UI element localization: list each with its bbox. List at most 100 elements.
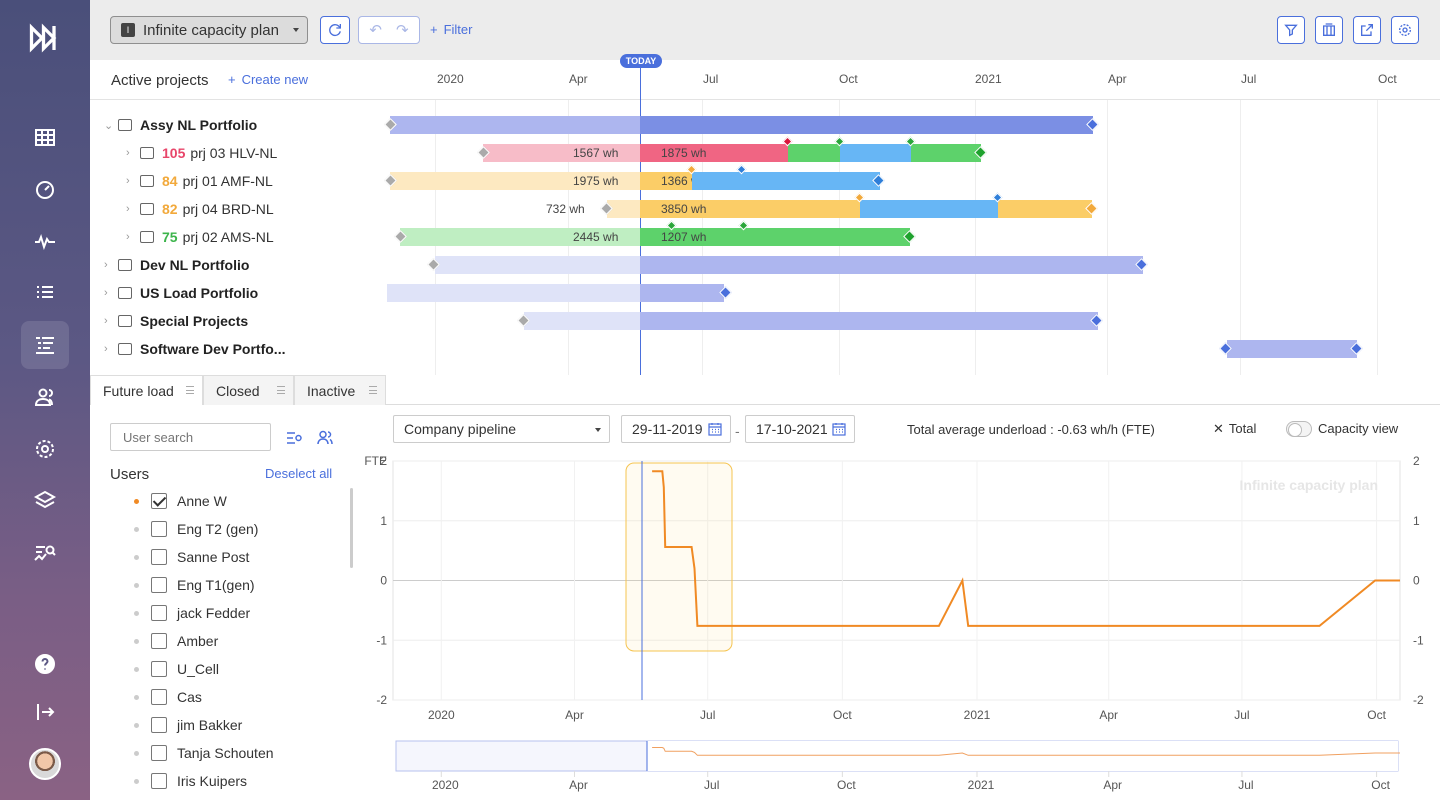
dashboard-gauge-icon[interactable]	[21, 165, 69, 213]
gantt-bar[interactable]	[387, 284, 640, 302]
user-row[interactable]: Tanja Schouten	[90, 739, 330, 767]
gantt-row-dev[interactable]: › Dev NL Portfolio	[104, 257, 250, 273]
gantt-bar[interactable]	[640, 116, 1093, 134]
gantt-bar[interactable]	[607, 200, 640, 218]
calendar-icon[interactable]	[708, 422, 722, 436]
funnel-filter-button[interactable]	[1277, 16, 1305, 44]
chevron-right-icon[interactable]: ›	[104, 259, 108, 271]
filter-button[interactable]: + Filter	[430, 22, 473, 37]
tab-menu-icon[interactable]	[277, 386, 285, 394]
calendar-grid-icon[interactable]	[21, 113, 69, 161]
undo-icon[interactable]: ↶	[369, 22, 382, 39]
user-checkbox[interactable]	[151, 773, 167, 789]
gantt-bar[interactable]	[524, 312, 640, 330]
gantt-bar[interactable]	[860, 200, 998, 218]
settings-gear-icon[interactable]	[21, 425, 69, 473]
gantt-bar[interactable]	[788, 144, 840, 162]
user-checkbox[interactable]	[151, 493, 167, 509]
gantt-bar[interactable]	[640, 256, 1143, 274]
gantt-row-prj04[interactable]: › 82 prj 04 BRD-NL	[126, 201, 274, 217]
tab-inactive[interactable]: Inactive	[294, 375, 386, 405]
user-checkbox[interactable]	[151, 577, 167, 593]
gantt-bar[interactable]	[640, 172, 692, 190]
user-checkbox[interactable]	[151, 717, 167, 733]
settings-button[interactable]	[1391, 16, 1419, 44]
user-row[interactable]: Anne W	[90, 487, 330, 515]
gantt-row-prj02[interactable]: › 75 prj 02 AMS-NL	[126, 229, 274, 245]
gantt-bar[interactable]	[435, 256, 640, 274]
user-checkbox[interactable]	[151, 745, 167, 761]
user-checkbox[interactable]	[151, 549, 167, 565]
scrollbar[interactable]	[350, 488, 353, 568]
user-row[interactable]: U_Cell	[90, 655, 330, 683]
plan-select[interactable]: I Infinite capacity plan	[110, 16, 308, 44]
gantt-bar[interactable]	[998, 200, 1092, 218]
gantt-bar[interactable]	[640, 228, 910, 246]
gantt-row-us[interactable]: › US Load Portfolio	[104, 285, 259, 301]
gantt-icon[interactable]	[21, 321, 69, 369]
user-row[interactable]: Eng T2 (gen)	[90, 515, 330, 543]
chevron-right-icon[interactable]: ›	[126, 147, 130, 159]
gantt-bar[interactable]	[640, 284, 724, 302]
chevron-down-icon[interactable]: ⌄	[104, 119, 114, 132]
gantt-bar[interactable]	[911, 144, 981, 162]
user-row[interactable]: Cas	[90, 683, 330, 711]
user-search-input[interactable]	[110, 423, 271, 451]
user-row[interactable]: Sanne Post	[90, 543, 330, 571]
user-checkbox[interactable]	[151, 661, 167, 677]
chevron-right-icon[interactable]: ›	[104, 287, 108, 299]
gantt-row-software[interactable]: › Software Dev Portfo...	[104, 341, 286, 357]
date-to-field[interactable]: 17-10-2021	[745, 415, 855, 443]
chevron-right-icon[interactable]: ›	[126, 231, 130, 243]
tab-menu-icon[interactable]	[369, 386, 377, 394]
capacity-view-toggle[interactable]	[1286, 421, 1312, 437]
help-icon[interactable]	[21, 640, 69, 688]
user-checkbox[interactable]	[151, 605, 167, 621]
activity-icon[interactable]	[21, 217, 69, 265]
user-row[interactable]: Iris Kuipers	[90, 767, 330, 795]
avatar[interactable]	[29, 748, 61, 780]
refresh-button[interactable]	[320, 16, 350, 44]
total-toggle[interactable]: ✕ Total	[1213, 421, 1257, 436]
sort-icon[interactable]	[286, 431, 302, 445]
gantt-bar[interactable]	[840, 144, 911, 162]
user-row[interactable]: Eng T1(gen)	[90, 571, 330, 599]
user-group-icon[interactable]	[317, 430, 333, 445]
gantt-bar[interactable]	[1227, 340, 1357, 358]
logout-icon[interactable]	[21, 688, 69, 736]
chevron-right-icon[interactable]: ›	[126, 175, 130, 187]
gantt-row-assy[interactable]: ⌄ Assy NL Portfolio	[104, 117, 258, 133]
tab-closed[interactable]: Closed	[203, 375, 294, 405]
user-row[interactable]: jack Fedder	[90, 599, 330, 627]
date-from-field[interactable]: 29-11-2019	[621, 415, 731, 443]
gantt-bar[interactable]	[400, 228, 640, 246]
user-checkbox[interactable]	[151, 521, 167, 537]
gantt-bar[interactable]	[640, 312, 1098, 330]
pipeline-select[interactable]: Company pipeline	[393, 415, 610, 443]
chevron-right-icon[interactable]: ›	[104, 315, 108, 327]
list-icon[interactable]	[21, 269, 69, 317]
gantt-bar[interactable]	[640, 144, 788, 162]
user-row[interactable]: Amber	[90, 627, 330, 655]
tab-future-load[interactable]: Future load	[90, 375, 203, 405]
gantt-bar[interactable]	[390, 172, 640, 190]
deselect-all-link[interactable]: Deselect all	[265, 466, 333, 481]
gantt-row-prj01[interactable]: › 84 prj 01 AMF-NL	[126, 173, 273, 189]
gantt-bar[interactable]	[483, 144, 640, 162]
user-checkbox[interactable]	[151, 633, 167, 649]
tab-menu-icon[interactable]	[186, 386, 194, 394]
logo-icon[interactable]	[21, 14, 69, 62]
gantt-row-special[interactable]: › Special Projects	[104, 313, 249, 329]
user-row[interactable]: jim Bakker	[90, 711, 330, 739]
gantt-bar[interactable]	[640, 200, 860, 218]
chevron-right-icon[interactable]: ›	[104, 343, 108, 355]
redo-icon[interactable]: ↷	[396, 22, 409, 39]
users-icon[interactable]	[21, 373, 69, 421]
gantt-bar[interactable]	[692, 172, 880, 190]
columns-button[interactable]	[1315, 16, 1343, 44]
gantt-row-prj03[interactable]: › 105 prj 03 HLV-NL	[126, 145, 278, 161]
analytics-search-icon[interactable]	[21, 529, 69, 577]
layers-icon[interactable]	[21, 477, 69, 525]
export-button[interactable]	[1353, 16, 1381, 44]
calendar-icon[interactable]	[832, 422, 846, 436]
